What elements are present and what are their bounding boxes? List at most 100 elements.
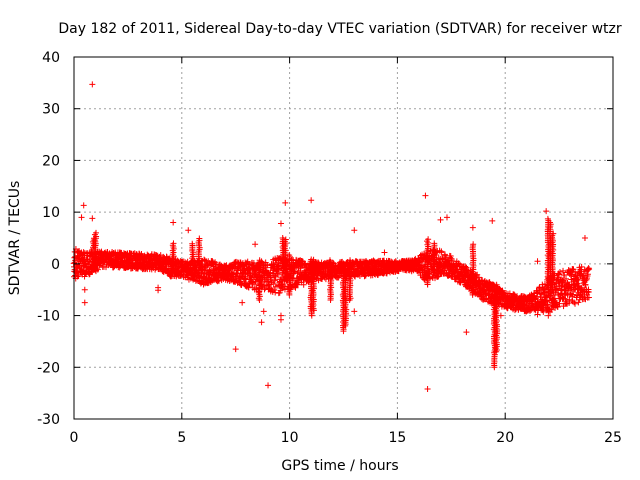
spike-point: [282, 236, 289, 243]
outlier-point: [424, 281, 431, 288]
data-point: [75, 272, 82, 279]
outlier-point: [426, 273, 433, 280]
data-point: [295, 277, 302, 284]
outlier-point: [78, 214, 85, 221]
outlier-point: [351, 227, 358, 234]
data-point: [271, 277, 278, 284]
data-point: [566, 296, 573, 303]
outlier-point: [543, 208, 550, 215]
spike-point: [286, 252, 293, 259]
outlier-point: [443, 214, 450, 221]
spike-point: [546, 219, 553, 226]
y-tick-label: 20: [42, 153, 60, 169]
data-point: [80, 249, 87, 256]
outlier-point: [437, 216, 444, 223]
plot-frame: [73, 56, 614, 420]
outlier-point: [155, 287, 162, 294]
axis-ticks: 0 5 10 15 20 25 -30 -20 -10 0 10 20 30 40: [37, 50, 622, 446]
data-points: [70, 81, 593, 393]
outlier-point: [265, 382, 272, 389]
spike-point: [493, 281, 500, 288]
data-point: [294, 281, 301, 288]
spike-point: [93, 229, 100, 236]
outlier-point: [469, 224, 476, 231]
spike-point: [196, 235, 203, 242]
y-tick-label: 0: [51, 257, 60, 273]
data-point: [203, 263, 210, 270]
data-point: [527, 307, 534, 314]
outlier-point: [308, 197, 315, 204]
spike-point: [544, 215, 551, 222]
outlier-point: [81, 286, 88, 293]
y-tick-label: -20: [37, 360, 60, 376]
data-point: [447, 252, 454, 259]
data-point: [247, 269, 254, 276]
x-tick-label: 25: [604, 430, 622, 446]
data-point: [238, 281, 245, 288]
x-tick-label: 10: [281, 430, 299, 446]
spike-point: [550, 230, 557, 237]
spike-point: [256, 257, 263, 264]
data-point: [438, 249, 445, 256]
data-point: [462, 263, 469, 270]
data-point: [421, 263, 428, 270]
outlier-point: [534, 311, 541, 318]
outlier-point: [487, 299, 494, 306]
data-point: [561, 272, 568, 279]
data-point: [463, 264, 470, 271]
outlier-point: [260, 308, 267, 315]
outlier-point: [282, 199, 289, 206]
data-point: [585, 265, 592, 272]
outlier-point: [545, 312, 552, 319]
data-point: [362, 272, 369, 279]
spike-point: [310, 256, 317, 263]
data-point: [563, 275, 570, 282]
spike-point: [279, 235, 286, 241]
data-point: [300, 281, 307, 288]
outlier-point: [89, 215, 96, 222]
spike-point: [342, 261, 349, 268]
x-tick-label: 0: [70, 430, 79, 446]
outlier-point: [89, 81, 96, 88]
outlier-point: [232, 346, 239, 353]
outlier-point: [424, 386, 431, 393]
y-tick-label: -10: [37, 309, 60, 325]
spike-point: [170, 240, 177, 247]
outlier-point: [239, 299, 246, 306]
y-tick-label: -30: [37, 412, 60, 428]
data-point: [556, 300, 563, 307]
outlier-point: [497, 312, 504, 319]
data-point: [575, 299, 582, 306]
data-point: [585, 289, 592, 296]
data-point: [555, 280, 562, 287]
data-point: [274, 265, 281, 272]
outlier-point: [534, 258, 541, 265]
outlier-point: [469, 289, 476, 296]
data-point: [554, 304, 561, 311]
spike-point: [431, 240, 438, 247]
x-tick-label: 5: [177, 430, 186, 446]
outlier-point: [381, 249, 388, 256]
x-tick-label: 20: [496, 430, 514, 446]
data-point: [271, 286, 278, 293]
y-tick-label: 30: [42, 102, 60, 118]
data-point: [241, 275, 248, 282]
y-tick-label: 40: [42, 50, 60, 66]
spike-point: [470, 241, 477, 248]
data-point: [74, 273, 81, 280]
x-tick-label: 15: [388, 430, 406, 446]
spike-point: [347, 257, 354, 264]
outlier-point: [81, 299, 88, 306]
data-point: [209, 257, 216, 264]
data-point: [572, 300, 579, 307]
data-point: [560, 267, 567, 274]
chart-title: Day 182 of 2011, Sidereal Day-to-day VTE…: [58, 21, 622, 37]
data-point: [499, 287, 506, 294]
outlier-point: [258, 319, 265, 326]
outlier-point: [170, 219, 177, 226]
outlier-point: [543, 307, 550, 314]
spike-point: [425, 236, 432, 243]
data-point: [246, 261, 253, 268]
outlier-point: [185, 227, 192, 234]
